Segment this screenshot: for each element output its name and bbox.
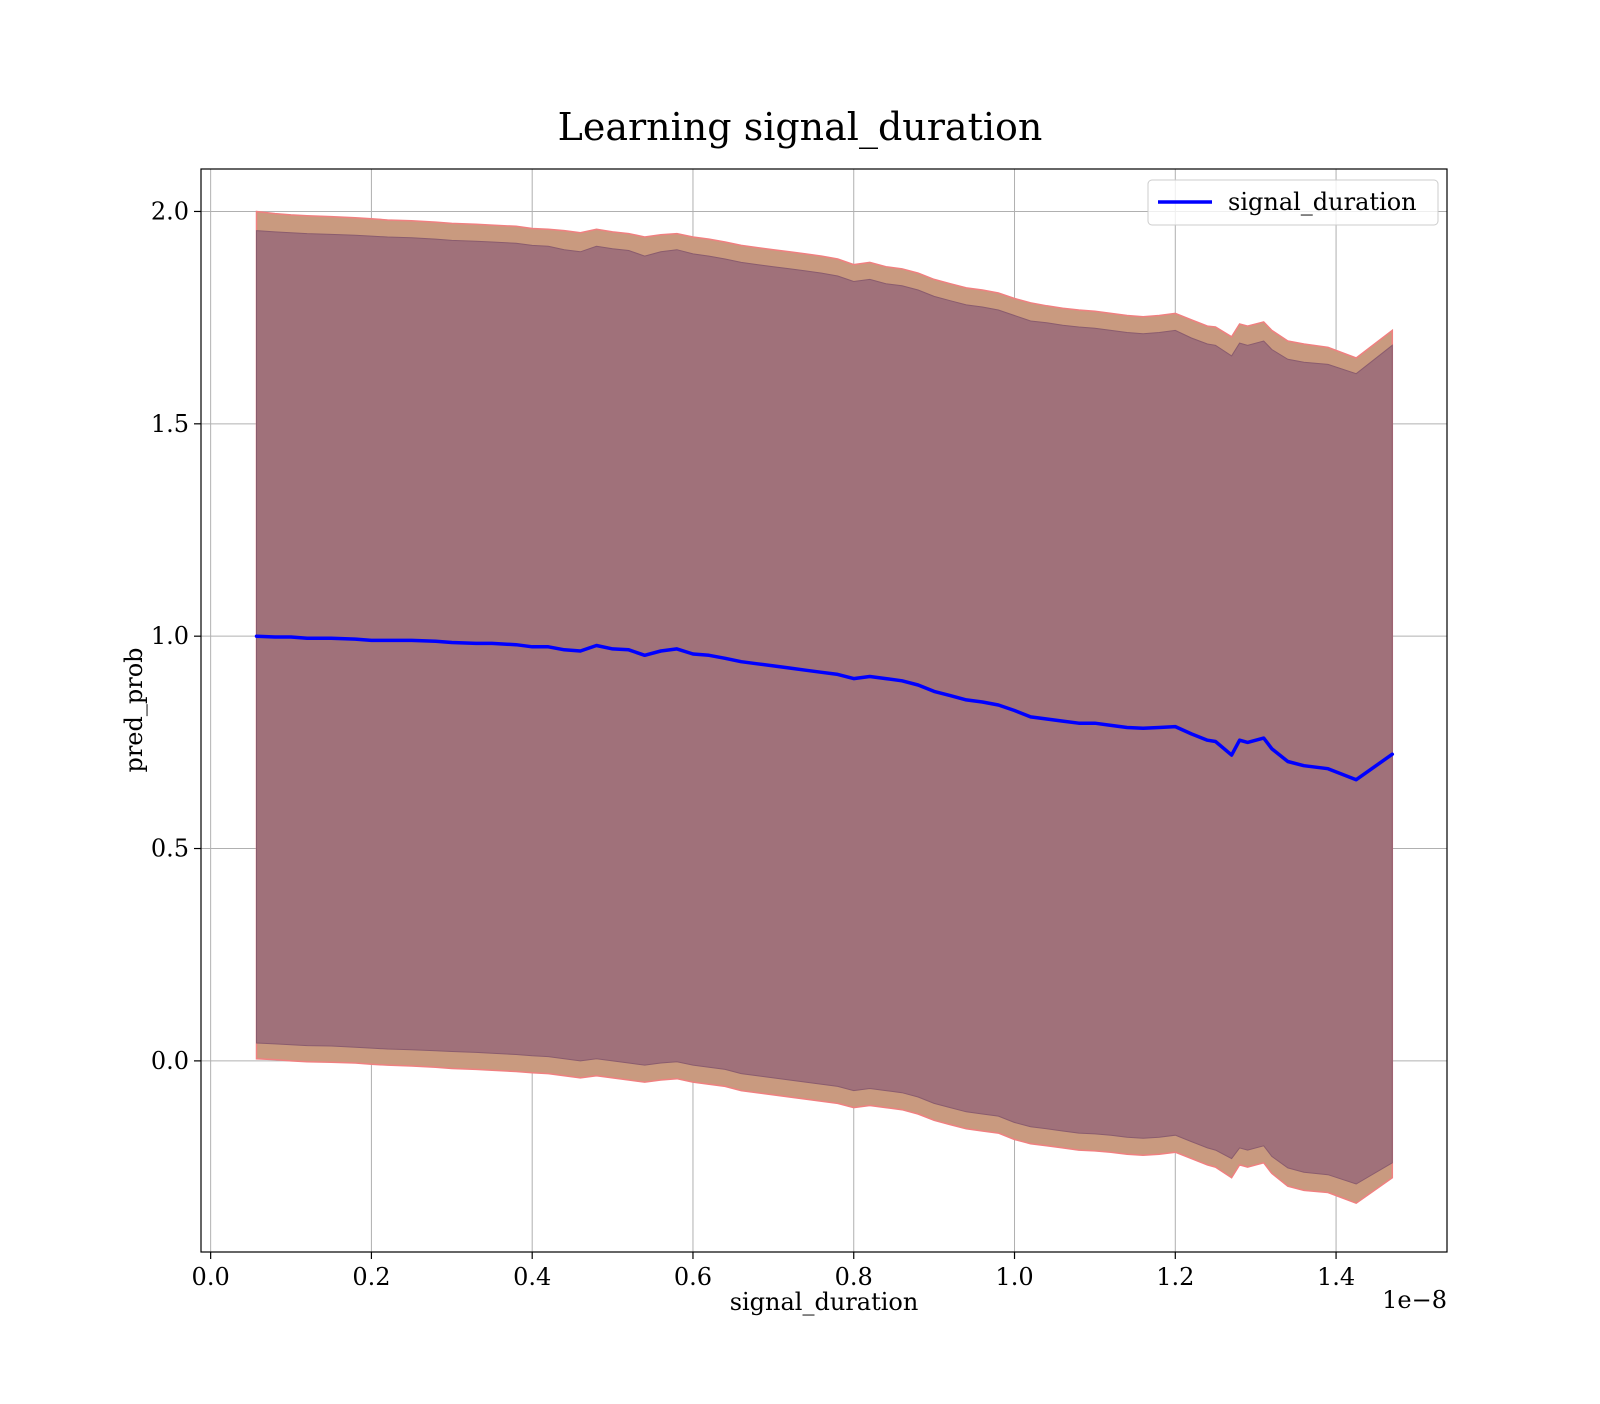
x-axis-label: signal_duration bbox=[730, 1288, 919, 1316]
legend-entry: signal_duration bbox=[1228, 188, 1417, 216]
x-tick-label: 1.4 bbox=[1317, 1263, 1355, 1291]
y-tick-label: 0.5 bbox=[151, 835, 189, 863]
x-tick-label: 0.0 bbox=[192, 1263, 230, 1291]
x-axis-ticks: 0.0 0.2 0.4 0.6 0.8 1.0 1.2 1.4 bbox=[192, 1252, 1355, 1291]
inner-confidence-band bbox=[256, 230, 1393, 1185]
x-tick-label: 1.0 bbox=[995, 1263, 1033, 1291]
y-tick-label: 0.0 bbox=[151, 1047, 189, 1075]
legend-box bbox=[1147, 179, 1439, 226]
x-tick-label: 0.6 bbox=[674, 1263, 712, 1291]
x-tick-label: 0.8 bbox=[835, 1263, 873, 1291]
x-tick-label: 0.4 bbox=[513, 1263, 551, 1291]
series-line-signal-duration bbox=[254, 634, 1395, 782]
y-tick-label: 1.5 bbox=[151, 410, 189, 438]
y-tick-label: 1.0 bbox=[151, 622, 189, 650]
x-tick-label: 0.2 bbox=[352, 1263, 390, 1291]
x-tick-label: 1.2 bbox=[1156, 1263, 1194, 1291]
y-tick-label: 2.0 bbox=[151, 197, 189, 225]
y-axis-ticks: 0.0 0.5 1.0 1.5 2.0 bbox=[151, 197, 201, 1075]
legend: signal_duration bbox=[1147, 179, 1439, 226]
x-axis-scale-label: 1e−8 bbox=[1382, 1286, 1447, 1314]
chart-title: Learning signal_duration bbox=[558, 105, 1043, 150]
series-lines bbox=[254, 634, 1395, 782]
confidence-bands bbox=[255, 210, 1394, 1205]
plot-frame bbox=[200, 168, 1448, 1253]
y-axis-label: pred_prob bbox=[120, 647, 148, 772]
